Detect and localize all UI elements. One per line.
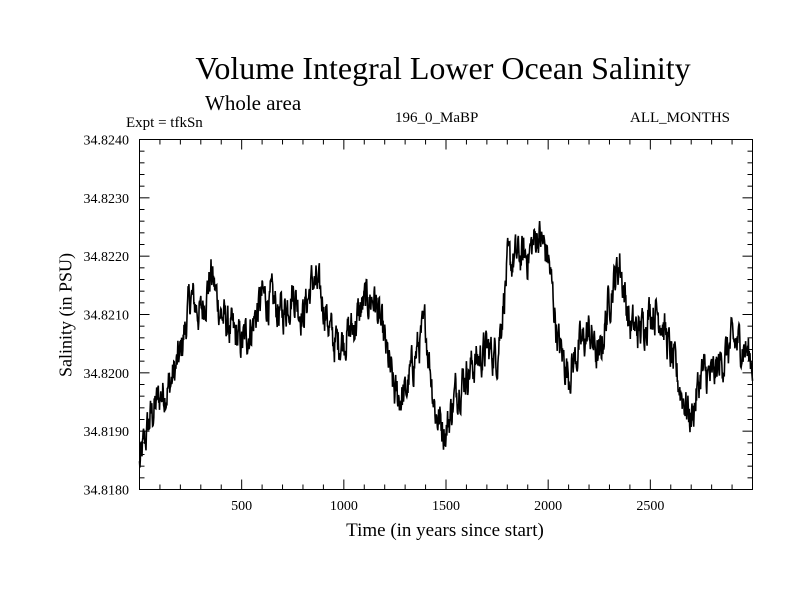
x-tick-label: 500: [231, 499, 252, 514]
y-tick-label: 34.8210: [84, 309, 130, 324]
period-label: 196_0_MaBP: [395, 110, 479, 126]
y-tick-label: 34.8200: [84, 367, 130, 382]
series-line-salinity: [138, 220, 754, 468]
y-tick-label: 34.8230: [84, 192, 130, 207]
axis-ticks: [139, 139, 753, 490]
x-tick-label: 2500: [636, 499, 664, 514]
x-tick-label: 1500: [432, 499, 460, 514]
experiment-label: Expt = tfkSn: [126, 115, 203, 131]
y-tick-label: 34.8180: [84, 484, 130, 499]
chart-title: Volume Integral Lower Ocean Salinity: [195, 50, 691, 86]
x-axis-label: Time (in years since start): [346, 520, 544, 541]
y-tick-label: 34.8190: [84, 425, 130, 440]
y-tick-label: 34.8220: [84, 250, 130, 265]
months-label: ALL_MONTHS: [630, 110, 730, 126]
plot-frame: [139, 139, 753, 490]
y-tick-label: 34.8240: [84, 134, 130, 149]
x-tick-label: 2000: [534, 499, 562, 514]
x-tick-label: 1000: [330, 499, 358, 514]
chart-subtitle: Whole area: [205, 91, 302, 115]
tick-labels: 500 1000 1500 2000 2500 34.8180 34.8190 34.8200…: [84, 134, 665, 515]
